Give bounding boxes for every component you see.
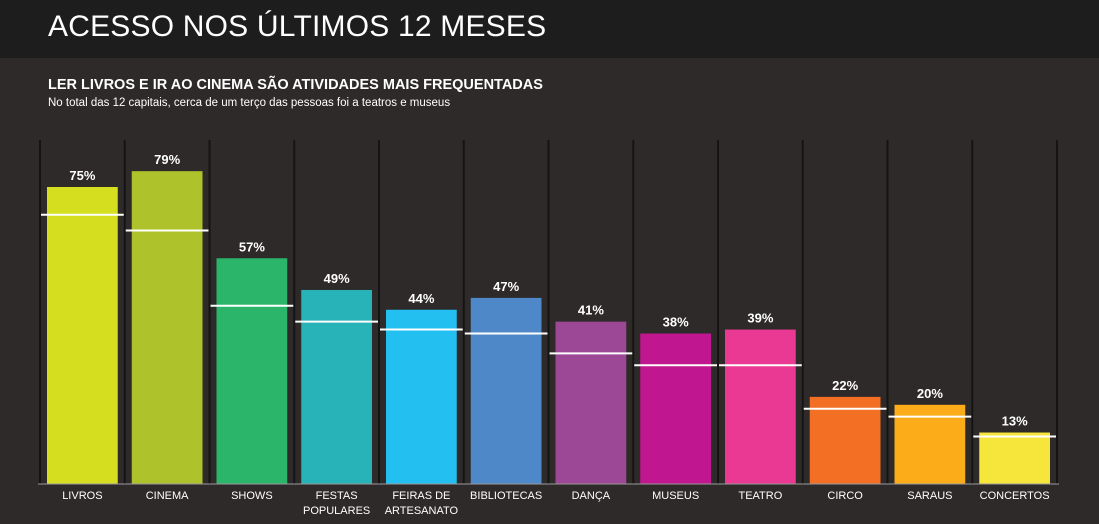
chart-title: LER LIVROS E IR AO CINEMA SÃO ATIVIDADES…: [48, 77, 543, 93]
bar: [470, 297, 542, 484]
bar: [216, 258, 288, 484]
data-label: 41%: [578, 303, 604, 318]
data-label: 20%: [917, 386, 943, 401]
category-label: TEATRO: [738, 490, 782, 502]
bar: [131, 171, 203, 484]
bar: [725, 329, 796, 484]
bar: [809, 396, 881, 484]
page-title: ACESSO NOS ÚLTIMOS 12 MESES: [48, 10, 547, 43]
category-label: FESTAS: [316, 490, 358, 502]
category-label: SARAUS: [907, 490, 952, 502]
category-label: SHOWS: [231, 490, 273, 502]
category-label: FEIRAS DE: [392, 490, 450, 502]
data-label: 57%: [239, 239, 265, 254]
chart-subtitle: No total das 12 capitais, cerca de um te…: [48, 97, 451, 109]
category-label: BIBLIOTECAS: [470, 490, 542, 502]
bar: [47, 187, 118, 484]
category-label: POPULARES: [303, 505, 370, 517]
data-label: 39%: [747, 311, 773, 326]
data-label: 44%: [408, 291, 434, 306]
category-label: MUSEUS: [652, 490, 699, 502]
data-label: 13%: [1002, 414, 1028, 429]
data-label: 22%: [832, 378, 858, 393]
data-label: 75%: [69, 168, 95, 183]
category-label: DANÇA: [572, 490, 611, 502]
bar: [640, 333, 711, 484]
category-label: ARTESANATO: [385, 505, 459, 517]
data-label: 47%: [493, 279, 519, 294]
category-label: CINEMA: [146, 490, 189, 502]
category-label: CIRCO: [827, 490, 863, 502]
category-label: CONCERTOS: [980, 490, 1050, 502]
bar: [386, 309, 457, 484]
data-label: 38%: [663, 315, 689, 330]
data-label: 49%: [324, 271, 350, 286]
bar: [979, 432, 1050, 484]
category-label: LIVROS: [62, 490, 102, 502]
bar: [301, 289, 372, 484]
data-label: 79%: [154, 152, 180, 167]
title-bar: [0, 0, 1099, 58]
bar: [894, 404, 966, 484]
bar: [555, 321, 627, 484]
